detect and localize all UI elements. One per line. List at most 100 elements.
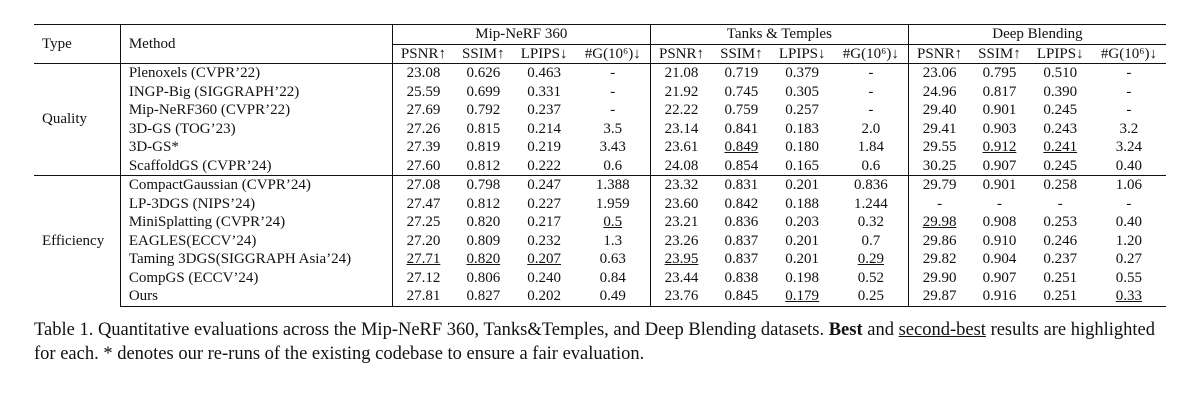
metric-header: PSNR↑	[907, 44, 971, 64]
value-cell: 0.40	[1115, 157, 1143, 174]
value-cell: 23.44	[649, 268, 713, 287]
value-cell: 0.901	[982, 102, 1017, 118]
value-cell: 2.0	[861, 120, 881, 137]
value-cell: 0.33	[1091, 287, 1166, 307]
metric-header: PSNR↑	[391, 44, 455, 64]
table-body: Quality Plenoxels (CVPR’22) 23.08 0.626 0.46…	[34, 63, 1166, 307]
value-cell: 23.60	[649, 194, 713, 213]
table-row: Mip-NeRF360 (CVPR’22) 27.69 0.792 0.237 - 22.…	[34, 101, 1166, 120]
table-row: Efficiency CompactGaussian (CVPR’24) 27.08…	[34, 175, 1166, 306]
metric-header: LPIPS↓	[770, 44, 834, 64]
metric-header: SSIM↑	[454, 44, 513, 64]
value-cell: 0.241	[1043, 139, 1078, 155]
value-cell: 0.222	[527, 157, 561, 174]
value-cell: 0.183	[785, 120, 820, 137]
value-cell: 29.82	[907, 250, 971, 269]
value-cell: 0.251	[1043, 269, 1078, 286]
value-cell: 0.32	[857, 214, 884, 230]
value-cell: 0.202	[512, 287, 576, 307]
value-cell: 0.910	[982, 232, 1017, 249]
value-cell: 24.08	[649, 156, 713, 176]
value-cell: 27.71	[391, 250, 455, 269]
metric-header: SSIM↑	[970, 44, 1029, 64]
method-cell: 3D-GS (TOG’23)	[119, 119, 393, 138]
value-cell: 0.820	[466, 251, 501, 267]
value-cell: 0.379	[770, 63, 834, 83]
method-cell: 3D-GS*	[119, 138, 393, 157]
value-cell: 0.837	[724, 232, 759, 249]
method-cell: Taming 3DGS(SIGGRAPH Asia’24)	[119, 250, 393, 269]
value-cell: 0.907	[982, 269, 1017, 286]
value-cell: 0.257	[785, 102, 820, 118]
method-cell: CompactGaussian (CVPR’24)	[119, 175, 393, 195]
value-cell: 0.305	[785, 83, 820, 100]
value-cell: 0.795	[970, 63, 1029, 83]
value-cell: 0.40	[1115, 214, 1143, 230]
value-cell: 29.40	[907, 101, 971, 120]
value-cell: 0.25	[833, 287, 909, 307]
value-cell: 1.959	[595, 195, 630, 212]
value-cell: 27.20	[391, 231, 455, 250]
value-cell: 0.214	[527, 120, 561, 137]
value-cell: 0.201	[785, 232, 820, 249]
value-cell: 0.6	[861, 157, 881, 174]
method-cell: MiniSplatting (CVPR’24)	[119, 213, 393, 232]
value-cell: 29.79	[907, 175, 971, 195]
type-cell: Efficiency	[34, 175, 121, 306]
value-cell: 0.6	[603, 157, 623, 174]
value-cell: 0.759	[724, 102, 759, 118]
metric-header: #G(10⁶)↓	[575, 44, 651, 64]
value-cell: 0.188	[785, 195, 820, 212]
value-cell: 0.836	[833, 175, 909, 195]
value-cell: 0.837	[724, 251, 759, 267]
table-row: Quality Plenoxels (CVPR’22) 23.08 0.626 0.46…	[34, 63, 1166, 176]
value-cell: 0.510	[1028, 63, 1092, 83]
value-cell: 0.836	[724, 214, 759, 230]
value-cell: 0.52	[857, 269, 884, 286]
value-cell: 0.180	[785, 139, 820, 155]
value-cell: 0.390	[1043, 83, 1078, 100]
value-cell: -	[1126, 83, 1132, 100]
value-cell: 27.69	[391, 101, 455, 120]
value-cell: 0.845	[712, 287, 771, 307]
value-cell: 21.92	[649, 82, 713, 101]
value-cell: 0.63	[599, 251, 626, 267]
value-cell: 1.3	[603, 232, 623, 249]
table-row: MiniSplatting (CVPR’24) 27.25 0.820 0.217 0.…	[34, 213, 1166, 232]
table-row: EAGLES(ECCV’24) 27.20 0.809 0.232 1.3 23.26 0.…	[34, 231, 1166, 250]
value-cell: 0.245	[1043, 102, 1078, 118]
method-cell: ScaffoldGS (CVPR’24)	[119, 156, 393, 176]
caption-text: and	[862, 320, 899, 340]
value-cell: 0.5	[603, 214, 623, 230]
method-cell: CompGS (ECCV’24)	[119, 268, 393, 287]
value-cell: 29.55	[907, 138, 971, 157]
value-cell: 0.798	[454, 175, 513, 195]
value-cell: 0.907	[982, 157, 1017, 174]
value-cell: 0.201	[770, 175, 834, 195]
value-cell: 0.819	[466, 139, 501, 155]
value-cell: 0.217	[527, 214, 561, 230]
table-row: 3D-GS (TOG’23) 27.26 0.815 0.214 3.5 23.14 0.8…	[34, 119, 1166, 138]
value-cell: 0.903	[982, 120, 1017, 137]
value-cell: -	[996, 195, 1002, 212]
method-cell: INGP-Big (SIGGRAPH’22)	[119, 82, 393, 101]
method-header: Method	[119, 24, 393, 64]
results-table: Type Method Mip-NeRF 360 Tanks & Temples…	[34, 24, 1166, 307]
value-cell: 0.849	[724, 139, 759, 155]
value-cell: 0.258	[1028, 175, 1092, 195]
value-cell: 27.25	[391, 213, 455, 232]
value-cell: 0.838	[724, 269, 759, 286]
value-cell: 0.227	[527, 195, 561, 212]
value-cell: 27.47	[391, 194, 455, 213]
value-cell: 27.39	[391, 138, 455, 157]
metric-header: #G(10⁶)↓	[833, 44, 909, 64]
method-cell: Mip-NeRF360 (CVPR’22)	[119, 101, 393, 120]
value-cell: 0.203	[785, 214, 820, 230]
value-cell: 0.809	[466, 232, 501, 249]
method-cell: EAGLES(ECCV’24)	[119, 231, 393, 250]
value-cell: 22.22	[649, 101, 713, 120]
value-cell: 0.246	[1043, 232, 1078, 249]
table-row: INGP-Big (SIGGRAPH’22) 25.59 0.699 0.331 - 21…	[34, 82, 1166, 101]
value-cell: 0.854	[724, 157, 759, 174]
dataset-header: Mip-NeRF 360	[391, 24, 651, 45]
